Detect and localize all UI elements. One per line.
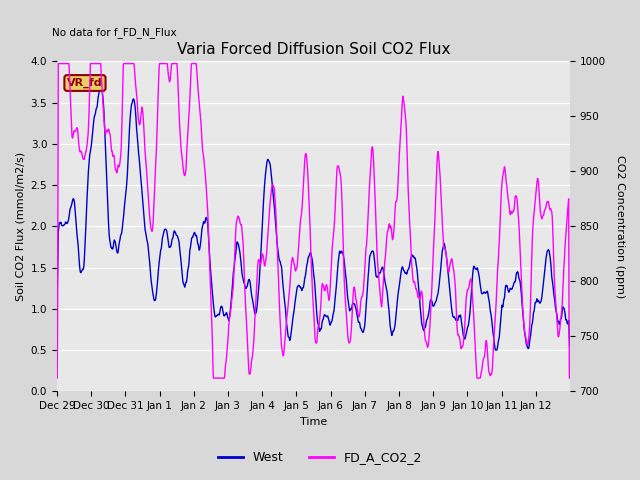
- Text: No data for f_FD_N_Flux: No data for f_FD_N_Flux: [52, 27, 177, 38]
- X-axis label: Time: Time: [300, 417, 327, 427]
- Y-axis label: CO2 Concentration (ppm): CO2 Concentration (ppm): [615, 155, 625, 298]
- Title: Varia Forced Diffusion Soil CO2 Flux: Varia Forced Diffusion Soil CO2 Flux: [177, 42, 450, 58]
- Text: VR_fd: VR_fd: [67, 78, 103, 88]
- Legend: West, FD_A_CO2_2: West, FD_A_CO2_2: [213, 446, 427, 469]
- Y-axis label: Soil CO2 Flux (mmol/m2/s): Soil CO2 Flux (mmol/m2/s): [15, 152, 25, 301]
